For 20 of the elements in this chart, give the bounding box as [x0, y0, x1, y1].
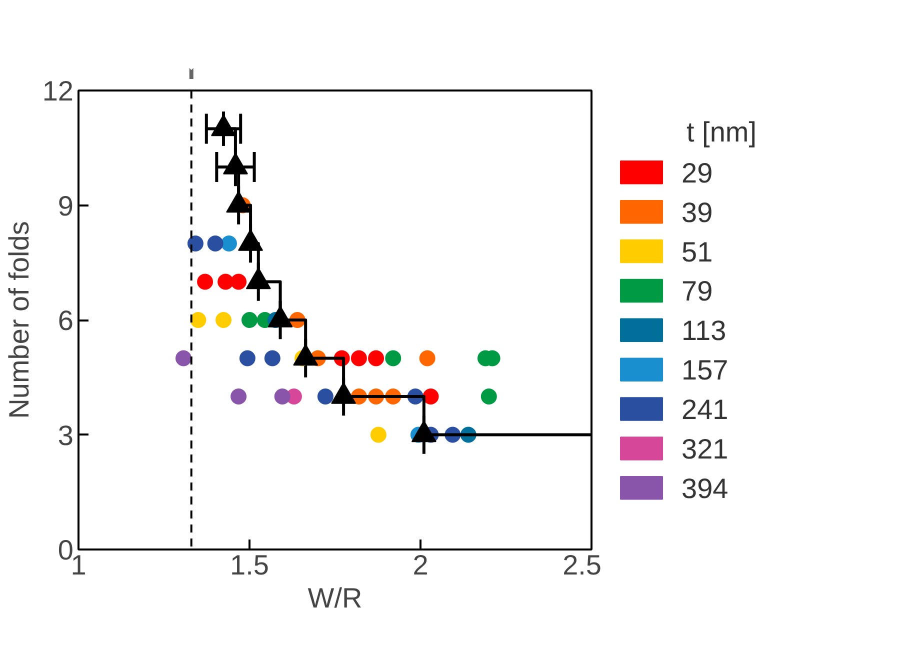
y-tick-label: 3 — [58, 420, 74, 451]
legend-label: 79 — [682, 276, 713, 307]
y-tick-label: 9 — [58, 190, 74, 222]
y-tick-label: 12 — [42, 76, 74, 106]
legend-label: 113 — [682, 315, 726, 346]
legend-label: 157 — [682, 354, 728, 386]
x-axis-title: W/R — [308, 582, 362, 614]
y-tick-label: 0 — [58, 534, 74, 566]
x-tick-label: 2 — [412, 550, 428, 580]
legend-label: 29 — [682, 157, 713, 188]
y-axis-title: Number of folds — [3, 221, 34, 419]
legend-label: 394 — [682, 472, 728, 504]
legend-label: 241 — [682, 394, 728, 426]
x-tick-label: 2.5 — [562, 550, 602, 580]
legend-label: 321 — [682, 433, 728, 464]
x-tick-label: 1.5 — [230, 550, 269, 580]
legend-label: 51 — [682, 236, 713, 268]
legend-label: 39 — [682, 196, 713, 228]
legend-title: t [nm] — [686, 116, 757, 148]
y-tick-label: 6 — [58, 305, 74, 336]
